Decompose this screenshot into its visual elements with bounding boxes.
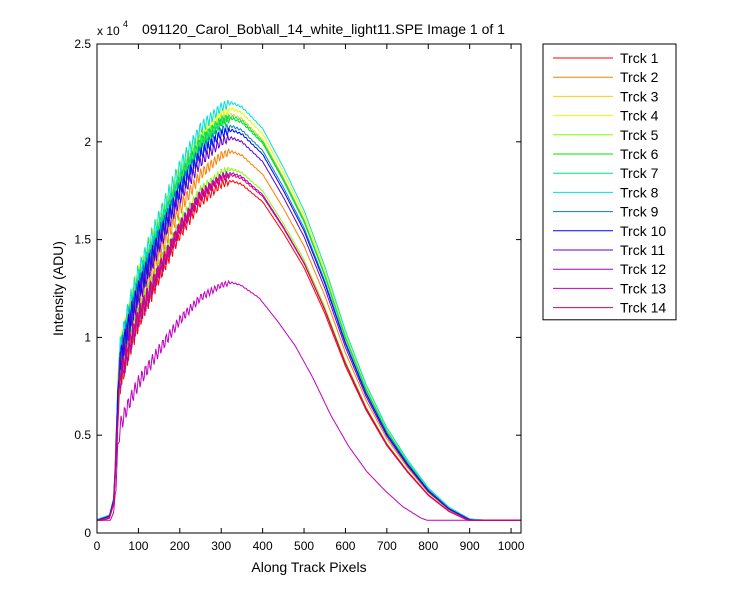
chart-title: 091120_Carol_Bob\all_14_white_light11.SP… [142, 21, 505, 37]
y-tick-label: 2.5 [74, 37, 91, 51]
series-line-14 [97, 172, 521, 521]
x-tick-label: 200 [170, 539, 190, 553]
x-axis-label: Along Track Pixels [251, 559, 366, 575]
series-line-10 [96, 127, 521, 521]
legend-label: Trck 9 [620, 204, 659, 220]
plot-frame [96, 43, 522, 534]
y-tick-label: 0.5 [74, 428, 91, 442]
y-tick-label: 1.5 [74, 233, 91, 247]
series-line-6 [96, 115, 521, 521]
y-tick-label: 1 [84, 330, 91, 344]
x-tick-label: 0 [94, 539, 101, 553]
y-multiplier-base: x 10 [97, 24, 120, 38]
legend-label: Trck 2 [620, 69, 659, 85]
series-line-7 [96, 113, 521, 521]
legend-label: Trck 14 [620, 300, 666, 316]
x-tick-label: 800 [418, 539, 438, 553]
series-line-13 [97, 279, 521, 521]
legend-label: Trck 7 [620, 165, 659, 181]
x-tick-label: 900 [460, 539, 480, 553]
legend-label: Trck 6 [620, 146, 659, 162]
y-axis-label: Intensity (ADU) [50, 241, 66, 336]
y-multiplier-exponent: 4 [123, 19, 128, 29]
series-line-2 [97, 147, 521, 521]
legend-label: Trck 5 [620, 127, 659, 143]
x-tick-label: 400 [253, 539, 273, 553]
legend-label: Trck 13 [620, 280, 666, 296]
legend-label: Trck 8 [620, 184, 659, 200]
series-line-11 [97, 133, 521, 521]
x-tick-label: 300 [211, 539, 231, 553]
legend-box [542, 43, 677, 321]
series-layer [96, 99, 521, 521]
x-tick-label: 500 [294, 539, 314, 553]
series-line-8 [96, 99, 521, 521]
y-tick-label: 2 [84, 135, 91, 149]
legend-label: Trck 12 [620, 261, 666, 277]
legend-label: Trck 1 [620, 50, 659, 66]
series-line-9 [96, 123, 521, 521]
legend-label: Trck 3 [620, 88, 659, 104]
series-line-3 [96, 110, 521, 521]
legend-label: Trck 4 [620, 108, 659, 124]
ticks-layer: 0 100 200 300 400 500 600 700 800 900 1000 0 0.5 1 1.5… [74, 37, 524, 553]
legend-label: Trck 11 [620, 242, 665, 258]
legend: Trck 1 Trck 2 Trck 3 Trck 4 Trck 5 Trck 6 Trck… [542, 43, 677, 321]
series-line-4 [96, 104, 521, 521]
x-tick-label: 1000 [498, 539, 525, 553]
x-tick-label: 100 [128, 539, 148, 553]
legend-label: Trck 10 [620, 223, 666, 239]
y-tick-label: 0 [84, 526, 91, 540]
x-tick-label: 700 [377, 539, 397, 553]
x-tick-label: 600 [335, 539, 355, 553]
